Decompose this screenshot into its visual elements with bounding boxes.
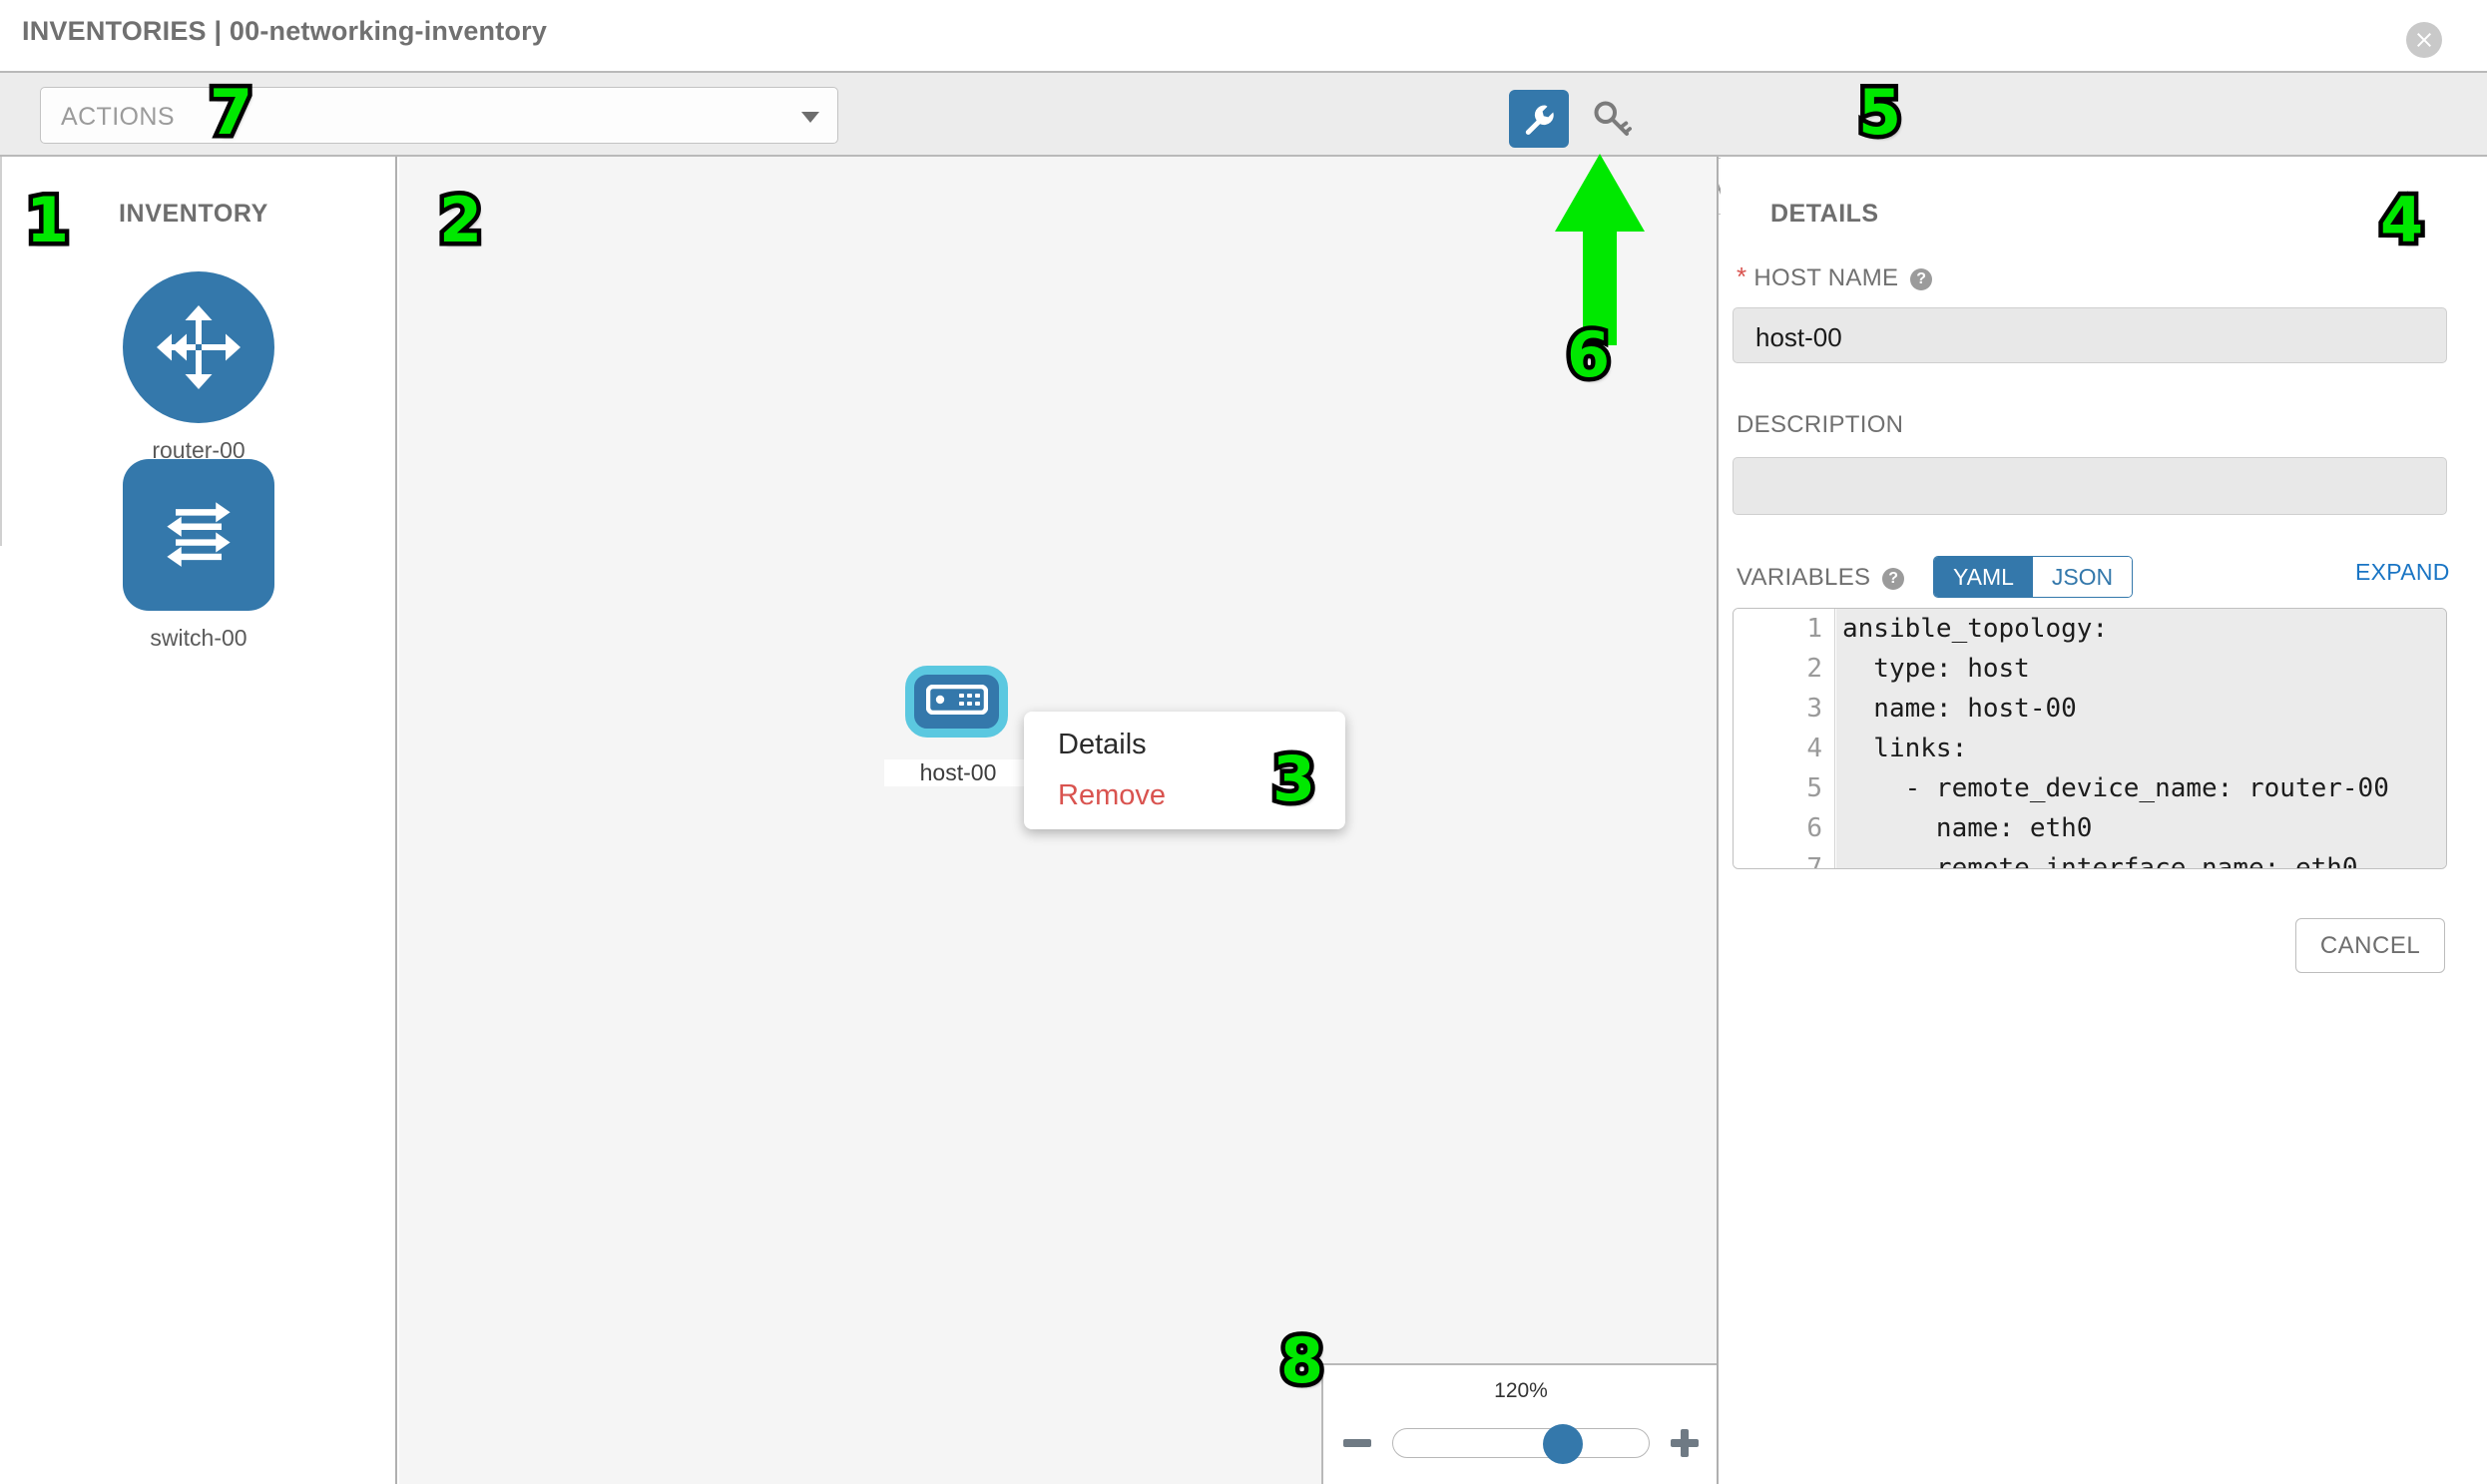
zoom-level-value: 120% <box>1494 1379 1548 1402</box>
node-context-menu: Details Remove <box>1024 712 1345 829</box>
format-tab-yaml[interactable]: YAML <box>1934 557 2033 597</box>
actions-dropdown[interactable]: ACTIONS <box>40 87 838 144</box>
minus-icon <box>1343 1439 1371 1447</box>
window-titlebar: INVENTORIES | 00-networking-inventory <box>0 0 2487 71</box>
sidebar-title: INVENTORY <box>119 200 268 228</box>
code-line: ansible_topology: <box>1842 614 2109 644</box>
code-line: remote_interface_name: eth0 <box>1842 853 2358 869</box>
code-line: type: host <box>1842 654 2030 684</box>
line-number: 7 <box>1806 853 1822 869</box>
variables-label: VARIABLES ? <box>1737 564 1905 592</box>
format-tab-json[interactable]: JSON <box>2033 557 2132 597</box>
line-number: 6 <box>1806 813 1822 843</box>
actions-dropdown-label: ACTIONS <box>61 103 175 131</box>
help-icon[interactable]: ? <box>1910 268 1933 290</box>
help-icon[interactable]: ? <box>1882 568 1905 590</box>
topology-canvas[interactable]: host-00 Details Remove 120% <box>399 157 1719 1484</box>
host-name-label: * HOST NAME ? <box>1737 261 1933 292</box>
zoom-out-button[interactable] <box>1340 1426 1374 1460</box>
switch-icon <box>123 459 274 611</box>
code-line: name: host-00 <box>1842 694 2077 724</box>
editor-line-numbers: 1 2 3 4 5 6 7 <box>1734 609 1835 868</box>
topology-node-label: host-00 <box>884 759 1032 786</box>
description-label: DESCRIPTION <box>1737 411 1903 439</box>
variables-format-toggle: YAML JSON <box>1933 556 2133 598</box>
host-name-value: host-00 <box>1755 322 1842 352</box>
line-number: 1 <box>1806 614 1822 644</box>
page-title: INVENTORIES | 00-networking-inventory <box>22 16 548 46</box>
inventory-sidebar: INVENTORY <box>0 157 397 1484</box>
chevron-down-icon <box>801 112 819 123</box>
zoom-in-button[interactable] <box>1668 1426 1702 1460</box>
variables-editor[interactable]: 1 2 3 4 5 6 7 ansible_topology: type: ho… <box>1733 608 2447 869</box>
code-line: name: eth0 <box>1842 813 2093 843</box>
variables-label-text: VARIABLES <box>1737 564 1871 591</box>
zoom-slider[interactable] <box>1392 1424 1650 1464</box>
sidebar-left-edge <box>0 157 2 546</box>
required-marker: * <box>1737 261 1747 291</box>
details-panel-title: DETAILS <box>1770 200 1879 228</box>
host-name-label-text: HOST NAME <box>1753 264 1899 291</box>
zoom-control-panel: 120% <box>1321 1363 1717 1484</box>
description-label-text: DESCRIPTION <box>1737 411 1904 438</box>
zoom-slider-thumb[interactable] <box>1543 1424 1583 1464</box>
line-number: 5 <box>1806 773 1822 803</box>
expand-link[interactable]: EXPAND <box>2355 559 2450 585</box>
sidebar-item-switch-00[interactable]: switch-00 <box>99 459 298 652</box>
line-number: 2 <box>1806 654 1822 684</box>
key-icon[interactable] <box>1585 92 1639 146</box>
close-icon[interactable] <box>2406 22 2442 58</box>
context-menu-item-remove[interactable]: Remove <box>1058 779 1166 811</box>
plus-icon-vertical <box>1681 1429 1689 1457</box>
description-field[interactable] <box>1733 457 2447 515</box>
server-icon <box>925 684 988 720</box>
context-menu-item-details[interactable]: Details <box>1058 729 1147 760</box>
sidebar-item-label: switch-00 <box>150 625 248 651</box>
line-number: 4 <box>1806 734 1822 763</box>
wrench-icon[interactable] <box>1509 90 1569 148</box>
router-icon <box>123 271 274 423</box>
host-name-field[interactable]: host-00 <box>1733 307 2447 363</box>
code-line: - remote_device_name: router-00 <box>1842 773 2389 803</box>
line-number: 3 <box>1806 694 1822 724</box>
sidebar-item-router-00[interactable]: router-00 <box>99 271 298 464</box>
topology-node-host-00[interactable] <box>905 666 1008 738</box>
cancel-button[interactable]: CANCEL <box>2295 918 2445 973</box>
sidebar-item-label: router-00 <box>152 437 246 463</box>
main-toolbar: ACTIONS SEARCH <box>0 71 2487 215</box>
editor-content[interactable]: ansible_topology: type: host name: host-… <box>1836 609 2446 868</box>
code-line: links: <box>1842 734 1968 763</box>
